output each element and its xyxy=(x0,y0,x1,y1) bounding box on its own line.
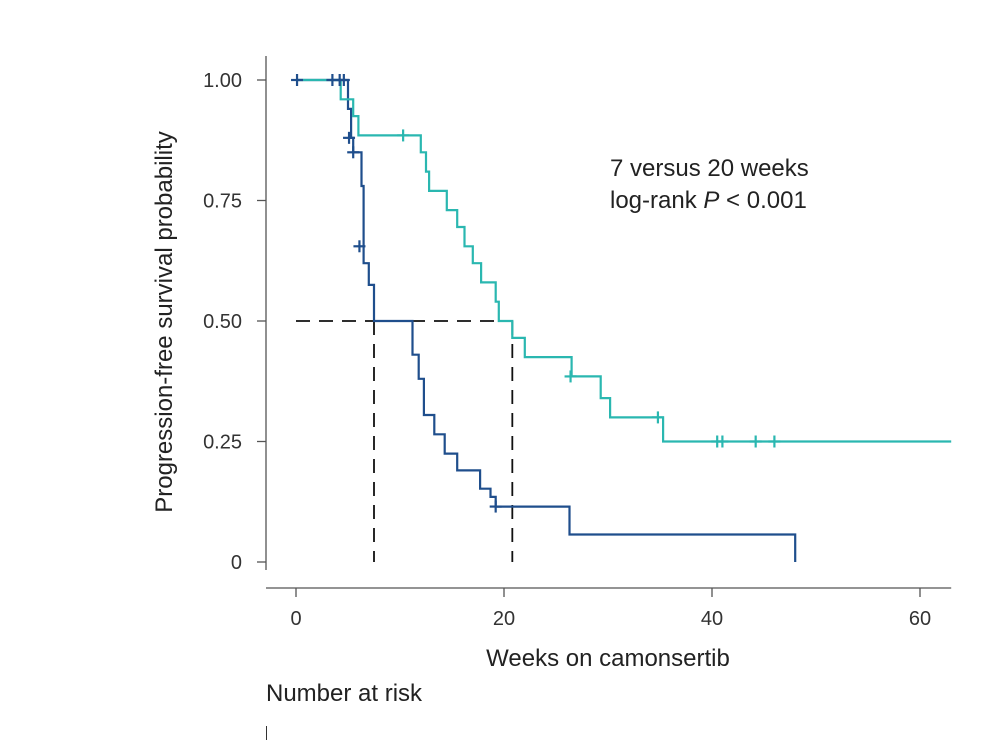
x-tick-label: 0 xyxy=(290,608,301,630)
censor-mark-dark-blue xyxy=(337,74,350,86)
censor-mark-teal xyxy=(749,435,762,448)
censor-mark-dark-blue xyxy=(489,500,502,513)
censor-mark-teal xyxy=(651,411,664,424)
y-tick-label: 0 xyxy=(231,552,242,574)
censor-mark-teal xyxy=(397,129,410,142)
y-tick-label: 1.00 xyxy=(203,70,242,92)
censor-mark-dark-blue xyxy=(347,146,360,159)
censor-mark-teal xyxy=(564,370,577,383)
y-tick-label: 0.25 xyxy=(203,432,242,454)
annotation-median-comparison: 7 versus 20 weeks xyxy=(610,155,809,182)
annotation-log-rank-prefix: log-rank xyxy=(610,187,703,214)
y-axis-label: Progression-free survival probability xyxy=(151,131,178,513)
y-tick-label: 0.50 xyxy=(203,311,242,333)
risk-table-tick xyxy=(266,726,267,740)
annotation-p-symbol: P xyxy=(703,187,719,214)
censor-mark-dark-blue xyxy=(353,240,366,253)
survival-curves xyxy=(296,78,952,562)
censor-mark-dark-blue xyxy=(291,74,304,86)
censor-mark-dark-blue xyxy=(343,131,356,144)
x-axis-label: Weeks on camonsertib xyxy=(486,645,730,672)
axes: 0 0.25 0.50 0.75 1.00 0 20 40 60 xyxy=(203,56,952,630)
median-reference-lines xyxy=(296,320,514,562)
number-at-risk-title: Number at risk xyxy=(266,680,423,707)
x-tick-label: 40 xyxy=(701,608,723,630)
km-curve-teal xyxy=(296,78,952,443)
censor-marks xyxy=(291,74,781,513)
x-tick-label: 20 xyxy=(493,608,515,630)
censor-mark-teal xyxy=(768,435,781,448)
km-chart: 0 0.25 0.50 0.75 1.00 0 20 40 60 Weeks on camons… xyxy=(151,56,952,672)
x-tick-label: 60 xyxy=(909,608,931,630)
censor-mark-teal xyxy=(716,435,729,448)
y-tick-label: 0.75 xyxy=(203,191,242,213)
annotation-log-rank: log-rank P < 0.001 xyxy=(610,187,807,214)
annotation-p-value: < 0.001 xyxy=(719,187,806,214)
